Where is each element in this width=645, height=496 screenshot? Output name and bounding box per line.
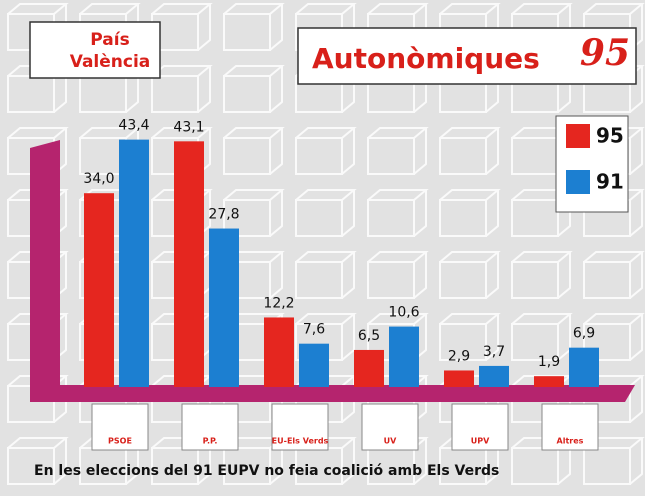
value-label: 27,8	[208, 207, 239, 223]
value-label: 6,5	[358, 328, 380, 344]
value-label: 2,9	[448, 348, 470, 364]
value-label: 43,1	[173, 119, 204, 135]
x-tick-label: UV	[384, 437, 397, 446]
value-label: 3,7	[483, 344, 505, 360]
bar	[569, 348, 599, 387]
title-year: 95	[580, 32, 630, 74]
value-label: 10,6	[388, 305, 419, 321]
region-line: País	[90, 30, 129, 50]
bar	[479, 366, 509, 387]
chart: País València Autonòmiques 95 En les ele…	[0, 0, 645, 496]
region-line: València	[70, 52, 151, 72]
legend-swatch	[566, 170, 590, 194]
value-label: 7,6	[303, 322, 325, 338]
legend-label: 95	[596, 124, 624, 148]
chart-title: Autonòmiques	[312, 42, 540, 75]
value-label: 43,4	[118, 118, 149, 134]
x-tick-label: P.P.	[203, 437, 218, 446]
bar	[534, 376, 564, 387]
value-label: 6,9	[573, 326, 595, 342]
x-tick-label: UPV	[471, 437, 490, 446]
value-label: 34,0	[83, 171, 114, 187]
bar	[389, 327, 419, 387]
x-tick-label: PSOE	[108, 437, 132, 446]
bar	[209, 229, 239, 387]
bar	[354, 350, 384, 387]
x-tick-label: EU-Els Verds	[272, 437, 329, 446]
bar	[444, 370, 474, 387]
bar	[84, 193, 114, 387]
x-tick-label: Altres	[557, 437, 584, 446]
bar	[264, 317, 294, 387]
bar	[299, 344, 329, 387]
legend-label: 91	[596, 170, 624, 194]
note: En les eleccions del 91 EUPV no feia coa…	[34, 463, 499, 479]
bar	[119, 140, 149, 387]
legend-swatch	[566, 124, 590, 148]
bar	[174, 141, 204, 387]
value-label: 1,9	[538, 354, 560, 370]
value-label: 12,2	[263, 295, 294, 311]
